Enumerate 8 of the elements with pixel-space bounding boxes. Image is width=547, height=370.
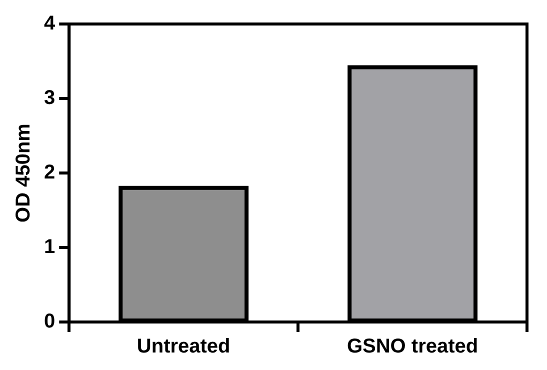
y-tick-label: 0	[44, 310, 56, 333]
x-tick-label: GSNO treated	[346, 336, 478, 358]
y-tick-label: 2	[44, 162, 56, 184]
x-tick-label: Untreated	[136, 336, 230, 358]
y-tick-label: 3	[44, 87, 56, 110]
y-axis-title: OD 450nm	[12, 124, 35, 222]
y-tick-label: 4	[44, 12, 56, 35]
y-tick-label: 1	[44, 236, 56, 258]
